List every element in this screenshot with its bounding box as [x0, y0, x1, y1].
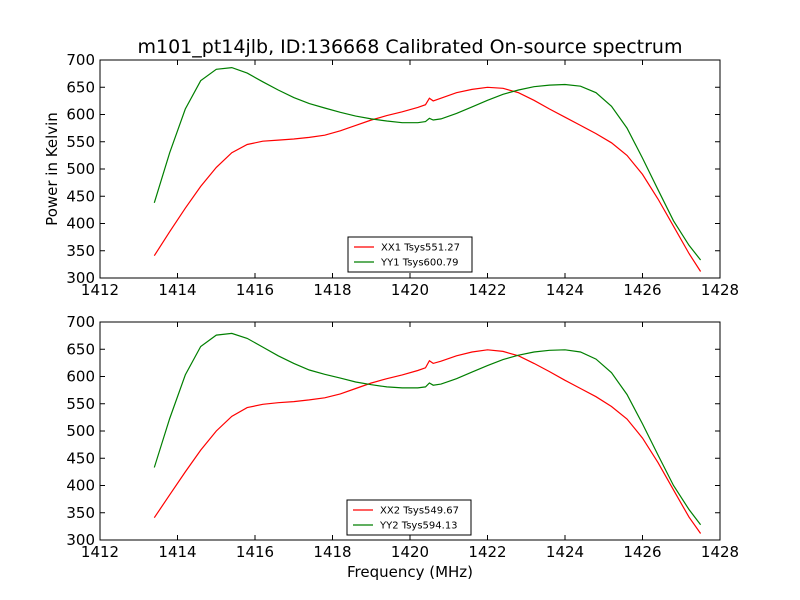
legend-entry: YY1 Tsys600.79 — [380, 258, 459, 269]
x-tick-label: 1418 — [313, 281, 351, 299]
x-tick-label: 1420 — [391, 543, 429, 561]
x-tick-label: 1414 — [158, 281, 196, 299]
y-tick-label: 450 — [66, 187, 95, 205]
y-tick-label: 550 — [66, 133, 95, 151]
y-tick-label: 600 — [66, 368, 95, 386]
y-tick-label: 500 — [66, 422, 95, 440]
x-tick-label: 1424 — [546, 281, 584, 299]
x-tick-label: 1416 — [236, 281, 274, 299]
figure-title: m101_pt14jlb, ID:136668 Calibrated On-so… — [138, 36, 683, 58]
y-tick-label: 350 — [66, 242, 95, 260]
y-tick-label: 650 — [66, 78, 95, 96]
x-tick-label: 1416 — [236, 543, 274, 561]
y-tick-label: 400 — [66, 477, 95, 495]
x-tick-label: 1420 — [391, 281, 429, 299]
x-tick-label: 1418 — [313, 543, 351, 561]
y-tick-label: 350 — [66, 504, 95, 522]
legend-entry: XX1 Tsys551.27 — [381, 243, 460, 254]
series-line-yy2 — [153, 332, 702, 526]
series-line-xx1 — [153, 86, 702, 272]
bottom-subplot: 1412 1414 1416 1418 1420 1422 1424 1426 1428 300 3… — [66, 313, 739, 561]
y-tick-label: 700 — [66, 313, 95, 331]
x-tick-label: 1424 — [546, 543, 584, 561]
series-line-yy1 — [153, 66, 702, 261]
x-tick-label: 1422 — [468, 543, 506, 561]
y-tick-label: 400 — [66, 215, 95, 233]
x-tick-label: 1426 — [623, 281, 661, 299]
x-tick-label: 1412 — [81, 281, 119, 299]
y-tick-label: 300 — [66, 269, 95, 287]
y-tick-label: 450 — [66, 449, 95, 467]
legend-entry: YY2 Tsys594.13 — [379, 521, 458, 532]
y-tick-label: 650 — [66, 340, 95, 358]
top-subplot: 1412 1414 1416 1418 1420 1422 1424 1426 1428 300 3… — [43, 51, 739, 299]
x-tick-label: 1412 — [81, 543, 119, 561]
x-axis-label: Frequency (MHz) — [347, 563, 473, 581]
legend-entry: XX2 Tsys549.67 — [380, 506, 459, 517]
x-tick-label: 1426 — [623, 543, 661, 561]
y-tick-label: 600 — [66, 106, 95, 124]
x-tick-label: 1428 — [701, 543, 739, 561]
y-tick-label: 500 — [66, 160, 95, 178]
x-tick-label: 1414 — [158, 543, 196, 561]
series-line-xx2 — [153, 349, 702, 534]
y-tick-label: 550 — [66, 395, 95, 413]
legend-box — [347, 236, 473, 273]
legend-box — [346, 499, 472, 536]
x-tick-label: 1422 — [468, 281, 506, 299]
y-tick-label: 700 — [66, 51, 95, 69]
y-axis-label: Power in Kelvin — [43, 112, 61, 226]
y-tick-label: 300 — [66, 531, 95, 549]
x-tick-label: 1428 — [701, 281, 739, 299]
